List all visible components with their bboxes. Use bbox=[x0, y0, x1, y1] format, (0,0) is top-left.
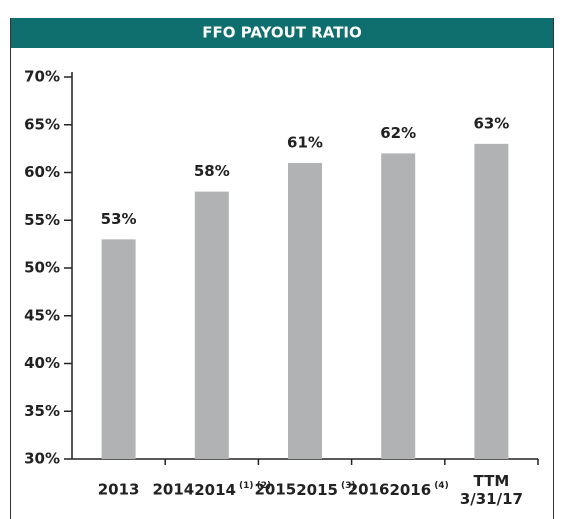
chart-title: FFO PAYOUT RATIO bbox=[202, 24, 362, 42]
x-tick-label: 2014 bbox=[194, 481, 236, 499]
x-tick-label-group: 20142014 (1) (2) bbox=[152, 481, 271, 499]
value-label: 63% bbox=[473, 114, 509, 132]
value-label: 53% bbox=[101, 210, 137, 228]
x-tick-note: (1) (2) bbox=[239, 481, 271, 491]
y-tick-label: 60% bbox=[24, 163, 60, 181]
title-band bbox=[10, 18, 554, 48]
x-tick-label-group: 20152015 (3) bbox=[255, 481, 356, 499]
x-tick-label: 2016 bbox=[389, 481, 431, 499]
bar bbox=[194, 191, 229, 459]
value-label: 61% bbox=[287, 133, 323, 151]
value-label: 58% bbox=[194, 162, 230, 180]
x-tick-label: 2015 bbox=[296, 481, 338, 499]
y-tick-label: 70% bbox=[24, 68, 60, 86]
x-tick-label: TTM 3/31/17 bbox=[460, 472, 523, 508]
bar bbox=[101, 239, 136, 459]
bar bbox=[288, 162, 322, 459]
x-tick-label: 2013 bbox=[98, 481, 140, 499]
y-tick-label: 55% bbox=[24, 211, 60, 229]
y-tick-label: 40% bbox=[24, 354, 60, 372]
x-tick-label-group: 20162016 (4) bbox=[348, 481, 449, 499]
x-tick-note: (4) bbox=[434, 481, 449, 491]
bar bbox=[381, 153, 416, 459]
y-tick-label: 35% bbox=[24, 402, 60, 420]
y-tick-label: 50% bbox=[24, 259, 60, 277]
y-tick-label: 45% bbox=[24, 306, 60, 324]
y-tick-label: 65% bbox=[24, 115, 60, 133]
x-tick-note: (3) bbox=[341, 481, 356, 491]
bar bbox=[474, 143, 509, 459]
y-tick-label: 30% bbox=[24, 450, 60, 468]
value-label: 62% bbox=[380, 124, 416, 142]
